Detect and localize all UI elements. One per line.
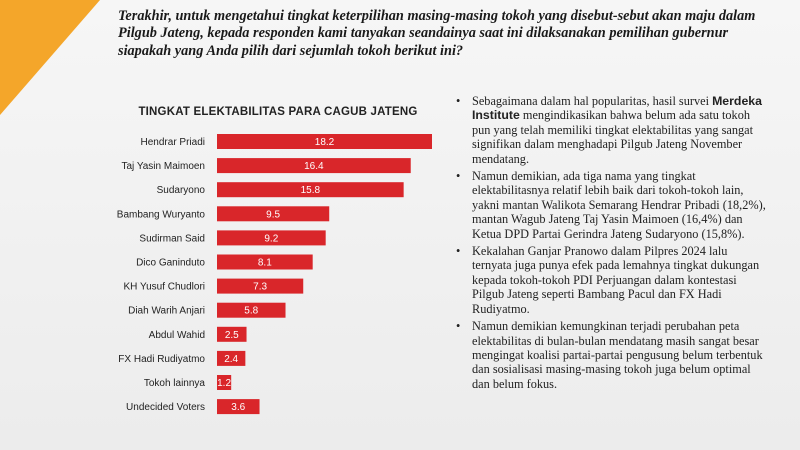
- bar-7: [217, 302, 286, 318]
- bullet-dot-icon: •: [456, 244, 461, 259]
- bar-8: [217, 326, 247, 342]
- bar-6: [217, 278, 304, 294]
- bar-1: [217, 158, 411, 174]
- bullet-dot-icon: •: [456, 319, 461, 334]
- category-label: Bambang Wuryanto: [117, 209, 206, 220]
- bullet-item: • Kekalahan Ganjar Pranowo dalam Pilpres …: [450, 244, 770, 316]
- category-label: Taj Yasin Maimoen: [121, 161, 205, 172]
- category-label: KH Yusuf Chudlori: [123, 282, 205, 293]
- intro-question: Terakhir, untuk mengetahui tingkat keter…: [118, 8, 756, 59]
- category-label: FX Hadi Rudiyatmo: [118, 354, 205, 365]
- bar-5: [217, 254, 313, 270]
- bar-0: [217, 134, 432, 149]
- bullet-text: Kekalahan Ganjar Pranowo dalam Pilpres 2…: [472, 244, 760, 316]
- bullet-bold-text: Merdeka Institute: [472, 94, 762, 123]
- category-label: Sudirman Said: [139, 233, 205, 244]
- category-label: Abdul Wahid: [149, 330, 205, 341]
- bullet-dot-icon: •: [456, 94, 461, 108]
- bar-11: [217, 399, 260, 415]
- category-label: Hendrar Priadi: [141, 137, 205, 148]
- corner-accent-triangle: [0, 0, 100, 115]
- bullet-item: • Sebagaimana dalam hal popularitas, hasi…: [450, 94, 770, 166]
- value-label: 9.5: [266, 209, 280, 220]
- bar-2: [217, 182, 404, 198]
- bar-10: [217, 375, 232, 390]
- value-label: 7.3: [253, 282, 267, 293]
- bar-4: [217, 230, 326, 246]
- value-label: 2.5: [225, 330, 239, 341]
- bullet-text: Namun demikian, ada tiga nama yang tingk…: [472, 169, 766, 241]
- elektabilitas-bar-chart: Hendrar Priadi 18.2 Taj Yasin Maimoen 16.4 S…: [117, 134, 432, 415]
- value-label: 9.2: [264, 233, 278, 244]
- bullet-item: • Namun demikian, ada tiga nama yang ting…: [450, 169, 770, 241]
- category-label: Sudaryono: [157, 185, 206, 196]
- bar-9: [217, 350, 246, 366]
- chart-title: TINGKAT ELEKTABILITAS PARA CAGUB JATENG: [138, 106, 418, 118]
- category-label: Tokoh lainnya: [144, 378, 206, 389]
- bullet-text: mengindikasikan bahwa belum ada satu tok…: [472, 108, 754, 166]
- category-label: Undecided Voters: [126, 402, 205, 413]
- bullet-text: Sebagaimana dalam hal popularitas, hasil…: [472, 94, 713, 108]
- value-label: 15.8: [301, 185, 321, 196]
- value-label: 5.8: [244, 306, 258, 317]
- value-label: 1.2: [217, 378, 231, 389]
- category-label: Dico Ganinduto: [136, 258, 205, 269]
- value-label: 16.4: [304, 161, 324, 172]
- category-label: Diah Warih Anjari: [128, 306, 205, 317]
- bullet-dot-icon: •: [456, 169, 461, 184]
- value-label: 2.4: [224, 354, 238, 365]
- bullet-item: • Namun demikian kemungkinan terjadi peru…: [450, 319, 770, 391]
- value-label: 18.2: [315, 137, 335, 148]
- value-label: 8.1: [258, 258, 272, 269]
- bullet-text: Namun demikian kemungkinan terjadi perub…: [472, 319, 763, 391]
- bar-3: [217, 206, 330, 222]
- value-label: 3.6: [231, 402, 245, 413]
- analysis-bullet-list: • Sebagaimana dalam hal popularitas, hasi…: [450, 94, 770, 394]
